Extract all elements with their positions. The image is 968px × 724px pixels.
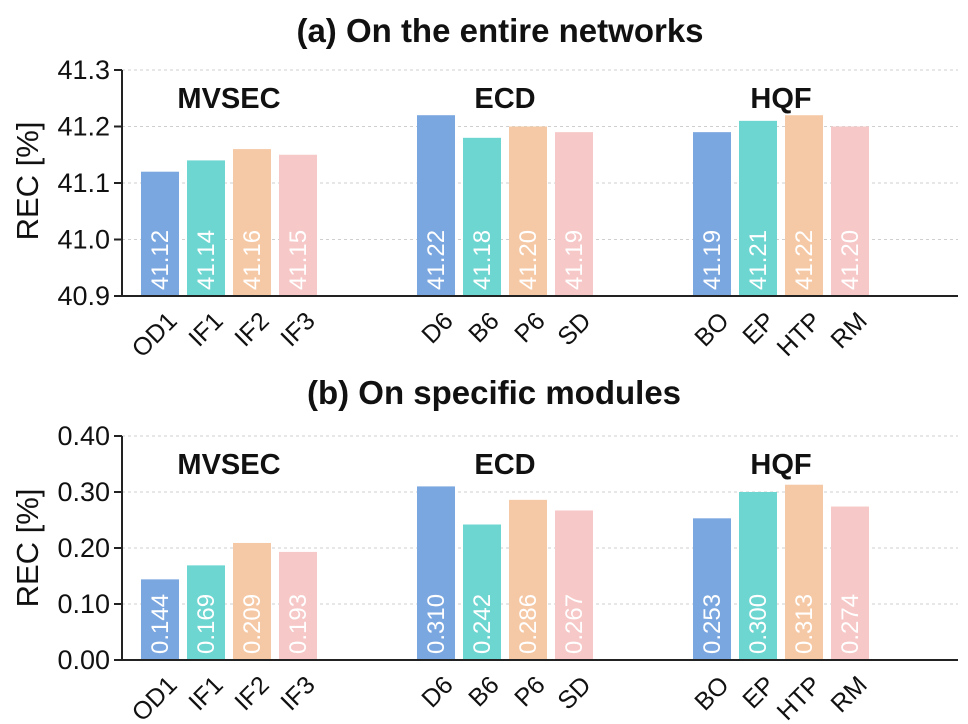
x-tick-label: RM	[825, 671, 872, 718]
bar	[785, 115, 823, 296]
group-label: HQF	[750, 449, 811, 481]
y-tick-label: 0.10	[57, 589, 110, 619]
bar-value-label: 0.313	[791, 594, 818, 654]
x-tick-label: SD	[552, 307, 596, 351]
x-tick-label: RM	[825, 307, 872, 354]
y-tick-label: 41.2	[57, 112, 110, 142]
bar-value-label: 41.22	[423, 230, 450, 290]
y-tick-label: 41.0	[57, 225, 110, 255]
y-tick-label: 0.20	[57, 533, 110, 563]
bar	[739, 120, 777, 296]
bar	[831, 506, 869, 660]
bar-value-label: 41.15	[285, 230, 312, 290]
bar	[785, 484, 823, 660]
x-tick-label: OD1	[127, 671, 183, 724]
x-tick-label: BO	[689, 307, 734, 352]
x-tick-label: IF3	[275, 671, 320, 716]
x-tick-label: BO	[689, 671, 734, 716]
x-tick-label: P6	[509, 307, 550, 348]
bar-value-label: 0.193	[285, 594, 312, 654]
x-tick-label: IF2	[229, 671, 274, 716]
chart-b-plot: 0.00 0.10 0.20 0.30 0.40 MVSEC 0.144 OD1 0.169 IF…	[57, 421, 958, 724]
bar	[417, 115, 455, 296]
bar-value-label: 0.286	[515, 594, 542, 654]
x-tick-label: IF3	[275, 307, 320, 352]
bar	[693, 518, 731, 660]
x-tick-label: OD1	[127, 307, 183, 363]
bar-value-label: 0.310	[423, 594, 450, 654]
chart-a-ylabel: REC [%]	[10, 122, 45, 241]
chart-b-ylabel: REC [%]	[10, 489, 45, 608]
bar-value-label: 0.169	[193, 594, 220, 654]
x-tick-label: IF1	[183, 671, 228, 716]
bar	[463, 137, 501, 296]
bar-value-label: 0.144	[147, 594, 174, 654]
bar-value-label: 41.14	[193, 230, 220, 290]
group-label: ECD	[474, 83, 535, 115]
y-tick-label: 0.30	[57, 477, 110, 507]
y-tick-label: 41.3	[57, 55, 110, 85]
chart-b-title: (b) On specific modules	[307, 374, 681, 411]
bar-value-label: 0.300	[745, 594, 772, 654]
y-tick-label: 40.9	[57, 281, 110, 311]
group-label: MVSEC	[177, 83, 280, 115]
bar	[693, 132, 731, 296]
group-label: MVSEC	[177, 449, 280, 481]
bar	[509, 499, 547, 660]
x-tick-label: B6	[463, 307, 504, 348]
x-tick-label: SD	[552, 671, 596, 715]
chart-a-plot: 40.9 41.0 41.1 41.2 41.3 MVSEC 41.12 OD1 41.14 IF…	[57, 55, 958, 363]
x-tick-label: P6	[509, 671, 550, 712]
bar-value-label: 41.19	[699, 230, 726, 290]
bar-value-label: 41.19	[561, 230, 588, 290]
bar	[279, 154, 317, 296]
bar	[831, 126, 869, 296]
bar-value-label: 41.20	[837, 230, 864, 290]
bar-value-label: 41.21	[745, 230, 772, 290]
bar	[141, 579, 179, 660]
x-tick-label: IF1	[183, 307, 228, 352]
bar-value-label: 41.22	[791, 230, 818, 290]
bar-value-label: 41.18	[469, 230, 496, 290]
bar-value-label: 0.267	[561, 594, 588, 654]
y-tick-label: 41.1	[57, 168, 110, 198]
bar	[555, 510, 593, 660]
bar-value-label: 0.209	[239, 594, 266, 654]
x-tick-label: IF2	[229, 307, 274, 352]
bar	[187, 160, 225, 296]
bar-value-label: 41.12	[147, 230, 174, 290]
y-tick-label: 0.00	[57, 645, 110, 675]
bar-value-label: 41.16	[239, 230, 266, 290]
bar	[233, 542, 271, 660]
y-tick-label: 0.40	[57, 421, 110, 451]
x-tick-label: HTP	[772, 671, 827, 724]
group-label: HQF	[750, 83, 811, 115]
bar	[463, 524, 501, 660]
bar-value-label: 41.20	[515, 230, 542, 290]
x-tick-label: D6	[416, 307, 458, 349]
bar	[417, 486, 455, 660]
x-tick-label: B6	[463, 671, 504, 712]
bar	[739, 492, 777, 660]
bar	[141, 171, 179, 296]
x-tick-label: HTP	[772, 307, 827, 362]
bar	[233, 149, 271, 296]
bar	[509, 126, 547, 296]
bar	[187, 565, 225, 660]
bar	[555, 132, 593, 296]
bar-value-label: 0.253	[699, 594, 726, 654]
group-label: ECD	[474, 449, 535, 481]
bar-value-label: 0.242	[469, 594, 496, 654]
chart-a-title: (a) On the entire networks	[296, 12, 703, 49]
x-tick-label: D6	[416, 671, 458, 713]
bar	[279, 551, 317, 660]
bar-value-label: 0.274	[837, 594, 864, 654]
